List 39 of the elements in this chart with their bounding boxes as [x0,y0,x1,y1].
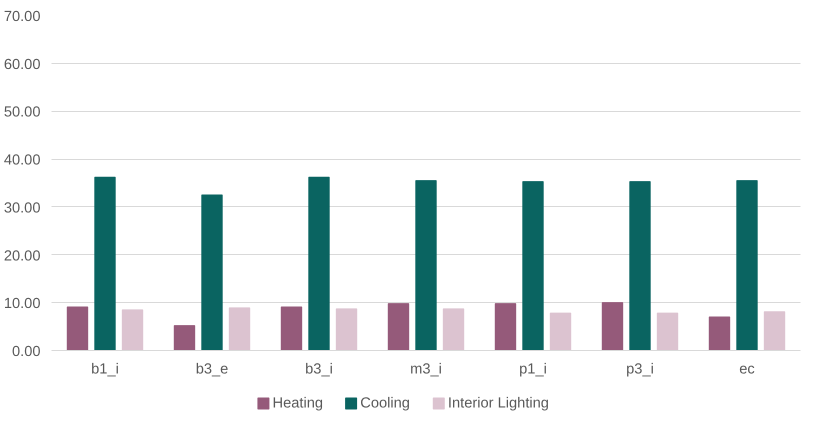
bar [94,176,116,350]
y-tick-label: 20.00 [4,248,41,264]
x-tick-label: b3_e [196,362,228,378]
bar [174,325,196,350]
x-tick-label: p1_i [519,362,547,378]
bar [522,181,544,350]
bar [494,303,516,350]
bar [201,194,223,350]
x-tick-label: b3_i [305,362,333,378]
legend-label: Heating [272,396,324,412]
x-tick-label: ec [739,362,755,378]
legend-label: Interior Lighting [448,396,549,412]
bar [629,181,651,350]
x-tick-label: m3_i [410,362,442,378]
bar [122,309,144,350]
bar [656,312,678,350]
bar [708,316,730,350]
bar [66,306,88,350]
bar [442,308,464,350]
bar [388,303,410,350]
x-tick-label: b1_i [91,362,119,378]
bar [764,311,786,350]
bar [228,307,250,350]
bar [602,302,624,350]
x-tick-label: p3_i [626,362,654,378]
bar [415,180,437,350]
y-tick-label: 70.00 [4,9,41,25]
bar [336,308,358,350]
y-tick-label: 0.00 [12,344,41,360]
bar [280,306,302,350]
y-tick-label: 10.00 [4,296,41,312]
y-tick-label: 40.00 [4,152,41,169]
bar [308,176,330,350]
bar [736,180,758,350]
y-tick-label: 60.00 [4,56,41,73]
legend-label: Cooling [360,396,410,412]
y-tick-label: 50.00 [4,104,41,121]
bar [550,312,572,350]
y-tick-label: 30.00 [4,200,41,216]
